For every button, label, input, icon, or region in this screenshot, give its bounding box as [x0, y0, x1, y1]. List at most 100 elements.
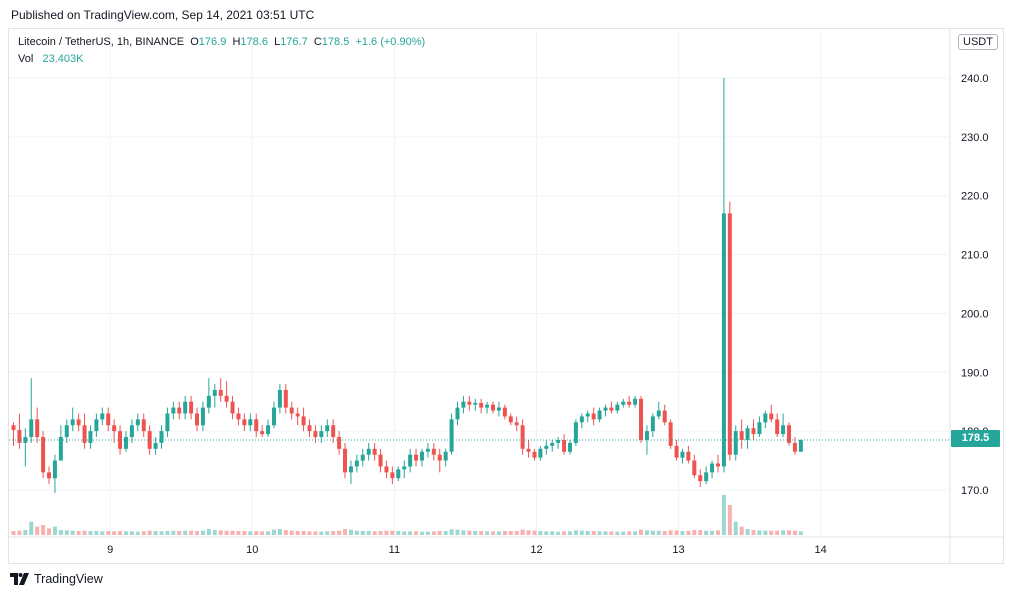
volume-bar: [354, 530, 359, 535]
volume-bar: [189, 530, 194, 535]
candle-body: [254, 419, 259, 432]
volume-bar: [769, 530, 774, 535]
volume-bar: [733, 521, 738, 535]
x-tick-label: 14: [814, 544, 826, 556]
candle-body: [443, 451, 448, 461]
volume-bar: [615, 531, 620, 535]
volume-bar: [224, 530, 229, 535]
candle-body: [686, 451, 691, 461]
candle-body: [733, 431, 738, 455]
volume-bar: [76, 531, 81, 535]
candle-body: [402, 466, 407, 470]
volume-bar: [70, 530, 75, 535]
candle-body: [23, 437, 28, 443]
volume-bar: [698, 530, 703, 535]
candle-body: [792, 442, 797, 452]
close-value: 178.5: [321, 36, 350, 48]
volume-bar: [29, 521, 34, 535]
volume-bars: [11, 495, 803, 535]
time-axis[interactable]: 9 10 11 12 13 14: [107, 544, 827, 556]
volume-bar: [319, 531, 324, 535]
open-label: O: [190, 36, 199, 48]
volume-bar: [242, 531, 247, 535]
x-tick-label: 10: [246, 544, 258, 556]
volume-bar: [514, 531, 519, 535]
candle-body: [390, 472, 395, 479]
candle-body: [58, 437, 63, 461]
candle-body: [526, 448, 531, 452]
candle-body: [29, 419, 34, 438]
y-tick-label: 240.0: [961, 73, 989, 85]
volume-bar: [419, 531, 424, 535]
currency-button[interactable]: USDT: [958, 34, 998, 50]
volume-bar: [443, 531, 448, 535]
candle-body: [295, 413, 300, 417]
volume-bar: [461, 530, 466, 535]
candle-body: [467, 401, 472, 405]
candle-body: [11, 425, 16, 430]
candle-body: [141, 419, 146, 432]
tradingview-logo-icon: [10, 573, 29, 585]
x-tick-label: 13: [672, 544, 684, 556]
volume-bar: [94, 531, 99, 535]
volume-bar: [644, 530, 649, 535]
tradingview-brand[interactable]: TradingView: [10, 572, 103, 586]
published-caption: Published on TradingView.com, Sep 14, 20…: [11, 8, 315, 22]
candle-body: [573, 422, 578, 443]
volume-bar: [502, 531, 507, 535]
high-label: H: [232, 36, 241, 48]
candle-body: [354, 460, 359, 467]
volume-legend: Vol 23.403K: [18, 53, 83, 65]
volume-bar: [343, 529, 348, 535]
candle-body: [177, 407, 182, 414]
candle-body: [591, 413, 596, 420]
volume-bar: [639, 529, 644, 535]
candle-body: [692, 460, 697, 476]
volume-bar: [656, 530, 661, 535]
volume-bar: [206, 529, 211, 535]
volume-bar: [467, 530, 472, 535]
candle-body: [195, 413, 200, 426]
volume-bar: [775, 530, 780, 535]
candle-body: [82, 425, 87, 443]
volume-bar: [556, 531, 561, 535]
symbol-title[interactable]: Litecoin / TetherUS, 1h, BINANCE: [18, 36, 185, 48]
low-value: 176.7: [280, 36, 308, 48]
candle-body: [319, 431, 324, 438]
volume-bar: [177, 531, 182, 535]
chart-frame[interactable]: [8, 28, 1004, 564]
candle-body: [715, 463, 720, 467]
volume-label[interactable]: Vol: [18, 53, 34, 65]
candle-body: [41, 437, 46, 473]
candle-body: [135, 419, 140, 426]
volume-bar: [230, 530, 235, 535]
grid: [9, 30, 949, 536]
candle-body: [106, 413, 111, 426]
candle-body: [479, 402, 484, 408]
volume-bar: [621, 531, 626, 535]
candle-body: [343, 448, 348, 473]
candle-body: [147, 431, 152, 449]
volume-bar: [141, 531, 146, 535]
volume-bar: [627, 531, 632, 535]
candle-body: [431, 448, 436, 455]
volume-bar: [123, 531, 128, 535]
candle-body: [414, 454, 419, 461]
volume-bar: [112, 531, 117, 535]
volume-bar: [591, 531, 596, 535]
volume-bar: [159, 531, 164, 535]
volume-bar: [526, 530, 531, 535]
candle-body: [603, 407, 608, 411]
volume-bar: [567, 531, 572, 535]
candle-body: [200, 407, 205, 426]
volume-bar: [745, 529, 750, 535]
volume-bar: [283, 530, 288, 535]
candle-body: [218, 389, 223, 396]
volume-bar: [52, 526, 57, 535]
candle-body: [396, 469, 401, 479]
tradingview-brand-label: TradingView: [34, 572, 103, 586]
candle-body: [532, 451, 537, 458]
candle-body: [94, 419, 99, 432]
